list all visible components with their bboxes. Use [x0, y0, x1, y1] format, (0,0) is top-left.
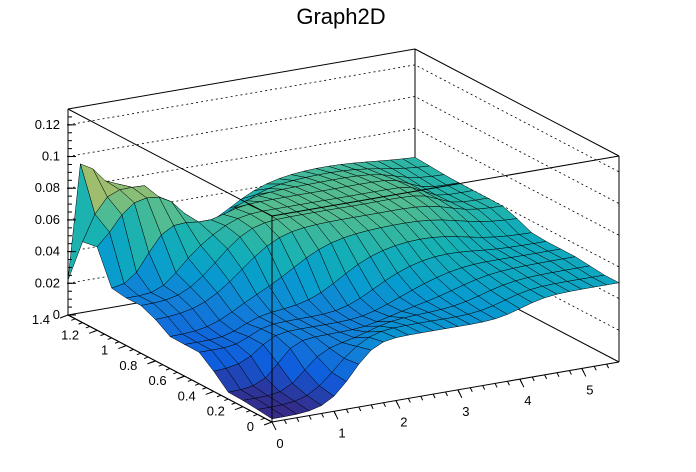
x-minor-tick [407, 398, 411, 403]
x-tick-label: 5 [586, 382, 593, 397]
x-minor-tick [519, 378, 523, 384]
y-tick-label: 0.2 [207, 404, 225, 419]
z-tick-label: 0.06 [35, 212, 60, 227]
y-minor-tick [231, 402, 236, 405]
y-minor-tick [85, 325, 91, 329]
y-minor-tick [187, 379, 193, 382]
x-axis: 0 1 2 3 4 5 [271, 363, 610, 451]
chart-title: Graph2D [296, 4, 385, 29]
y-minor-tick [143, 356, 149, 360]
z-tick-label: 0.04 [35, 244, 60, 259]
y-tick-label: 0 [247, 419, 254, 434]
z-tick-label: 0.12 [35, 117, 60, 132]
x-minor-tick [383, 402, 386, 407]
x-minor-tick [395, 400, 399, 405]
z-tick-label: 0.1 [42, 149, 60, 164]
y-axis: 0 0.2 0.4 0.6 0.8 1 1.2 1.4 [32, 312, 273, 434]
x-minor-tick [581, 368, 585, 373]
y-minor-tick [136, 352, 142, 356]
y-minor-tick [253, 413, 258, 417]
x-minor-tick [283, 419, 287, 425]
x-minor-tick [568, 370, 572, 375]
y-tick-label: 0.4 [178, 388, 196, 403]
x-minor-tick [432, 393, 436, 399]
y-minor-tick [114, 341, 120, 344]
surface-cell [257, 407, 285, 420]
z-gridline [67, 159, 620, 268]
z-tick-label: 0.02 [35, 275, 60, 290]
z-gridline [67, 64, 620, 173]
x-minor-tick [544, 374, 548, 380]
z-tick-label: 0.08 [35, 180, 60, 195]
x-minor-tick [507, 381, 510, 386]
y-minor-tick [245, 410, 251, 413]
y-minor-tick [71, 318, 76, 321]
y-minor-tick [122, 345, 127, 348]
y-minor-tick [92, 329, 98, 333]
y-minor-tick [158, 364, 163, 367]
y-tick-label: 1.2 [61, 327, 79, 342]
y-tick [263, 421, 273, 426]
y-minor-tick [202, 387, 207, 390]
y-minor-tick [165, 368, 171, 371]
y-minor-tick [129, 348, 134, 352]
y-minor-tick [209, 390, 214, 394]
y-minor-tick [151, 360, 156, 363]
x-tick-label: 2 [400, 415, 407, 430]
x-minor-tick [494, 383, 498, 388]
z-gridline [67, 127, 620, 236]
x-minor-tick [445, 391, 448, 397]
y-tick-label: 0.8 [119, 358, 137, 373]
x-minor-tick [420, 396, 424, 401]
x-minor-tick [358, 406, 362, 412]
y-tick-label: 0.6 [148, 373, 166, 388]
x-minor-tick [606, 363, 610, 369]
x-minor-tick [482, 385, 486, 390]
z-tick-label: 0 [53, 307, 60, 322]
x-minor-tick [296, 417, 300, 422]
y-minor-tick [180, 375, 185, 379]
y-minor-tick [107, 337, 112, 340]
y-minor-tick [260, 417, 265, 421]
z-axis: 0 0.02 0.04 0.06 0.08 0.1 0.12 [35, 116, 76, 322]
surface-plot [67, 157, 620, 420]
x-minor-tick [333, 411, 337, 416]
x-minor-tick [531, 376, 535, 382]
y-minor-tick [194, 383, 200, 386]
x-minor-tick [370, 404, 374, 410]
y-tick [59, 314, 69, 319]
box-edge [67, 108, 273, 217]
x-tick-label: 0 [276, 436, 283, 451]
x-tick-label: 3 [462, 404, 469, 419]
x-tick-label: 1 [338, 425, 345, 440]
y-minor-tick [173, 371, 178, 375]
x-minor-tick [345, 408, 349, 414]
y-tick-label: 1.4 [32, 312, 50, 327]
y-minor-tick [216, 394, 222, 398]
y-minor-tick [78, 322, 83, 325]
x-minor-tick [321, 413, 325, 418]
box-edge [67, 48, 416, 110]
x-minor-tick [469, 387, 473, 392]
x-minor-tick [556, 372, 560, 377]
box-edge [414, 48, 620, 157]
x-minor-tick [593, 366, 597, 371]
y-minor-tick [100, 333, 105, 337]
x-tick-label: 4 [524, 393, 531, 408]
x-tick [271, 421, 277, 431]
y-minor-tick [224, 398, 229, 402]
x-minor-tick [308, 415, 312, 420]
y-minor-tick [238, 406, 244, 409]
box-edge [271, 155, 620, 217]
y-tick-label: 1 [101, 343, 108, 358]
x-minor-tick [457, 389, 461, 395]
